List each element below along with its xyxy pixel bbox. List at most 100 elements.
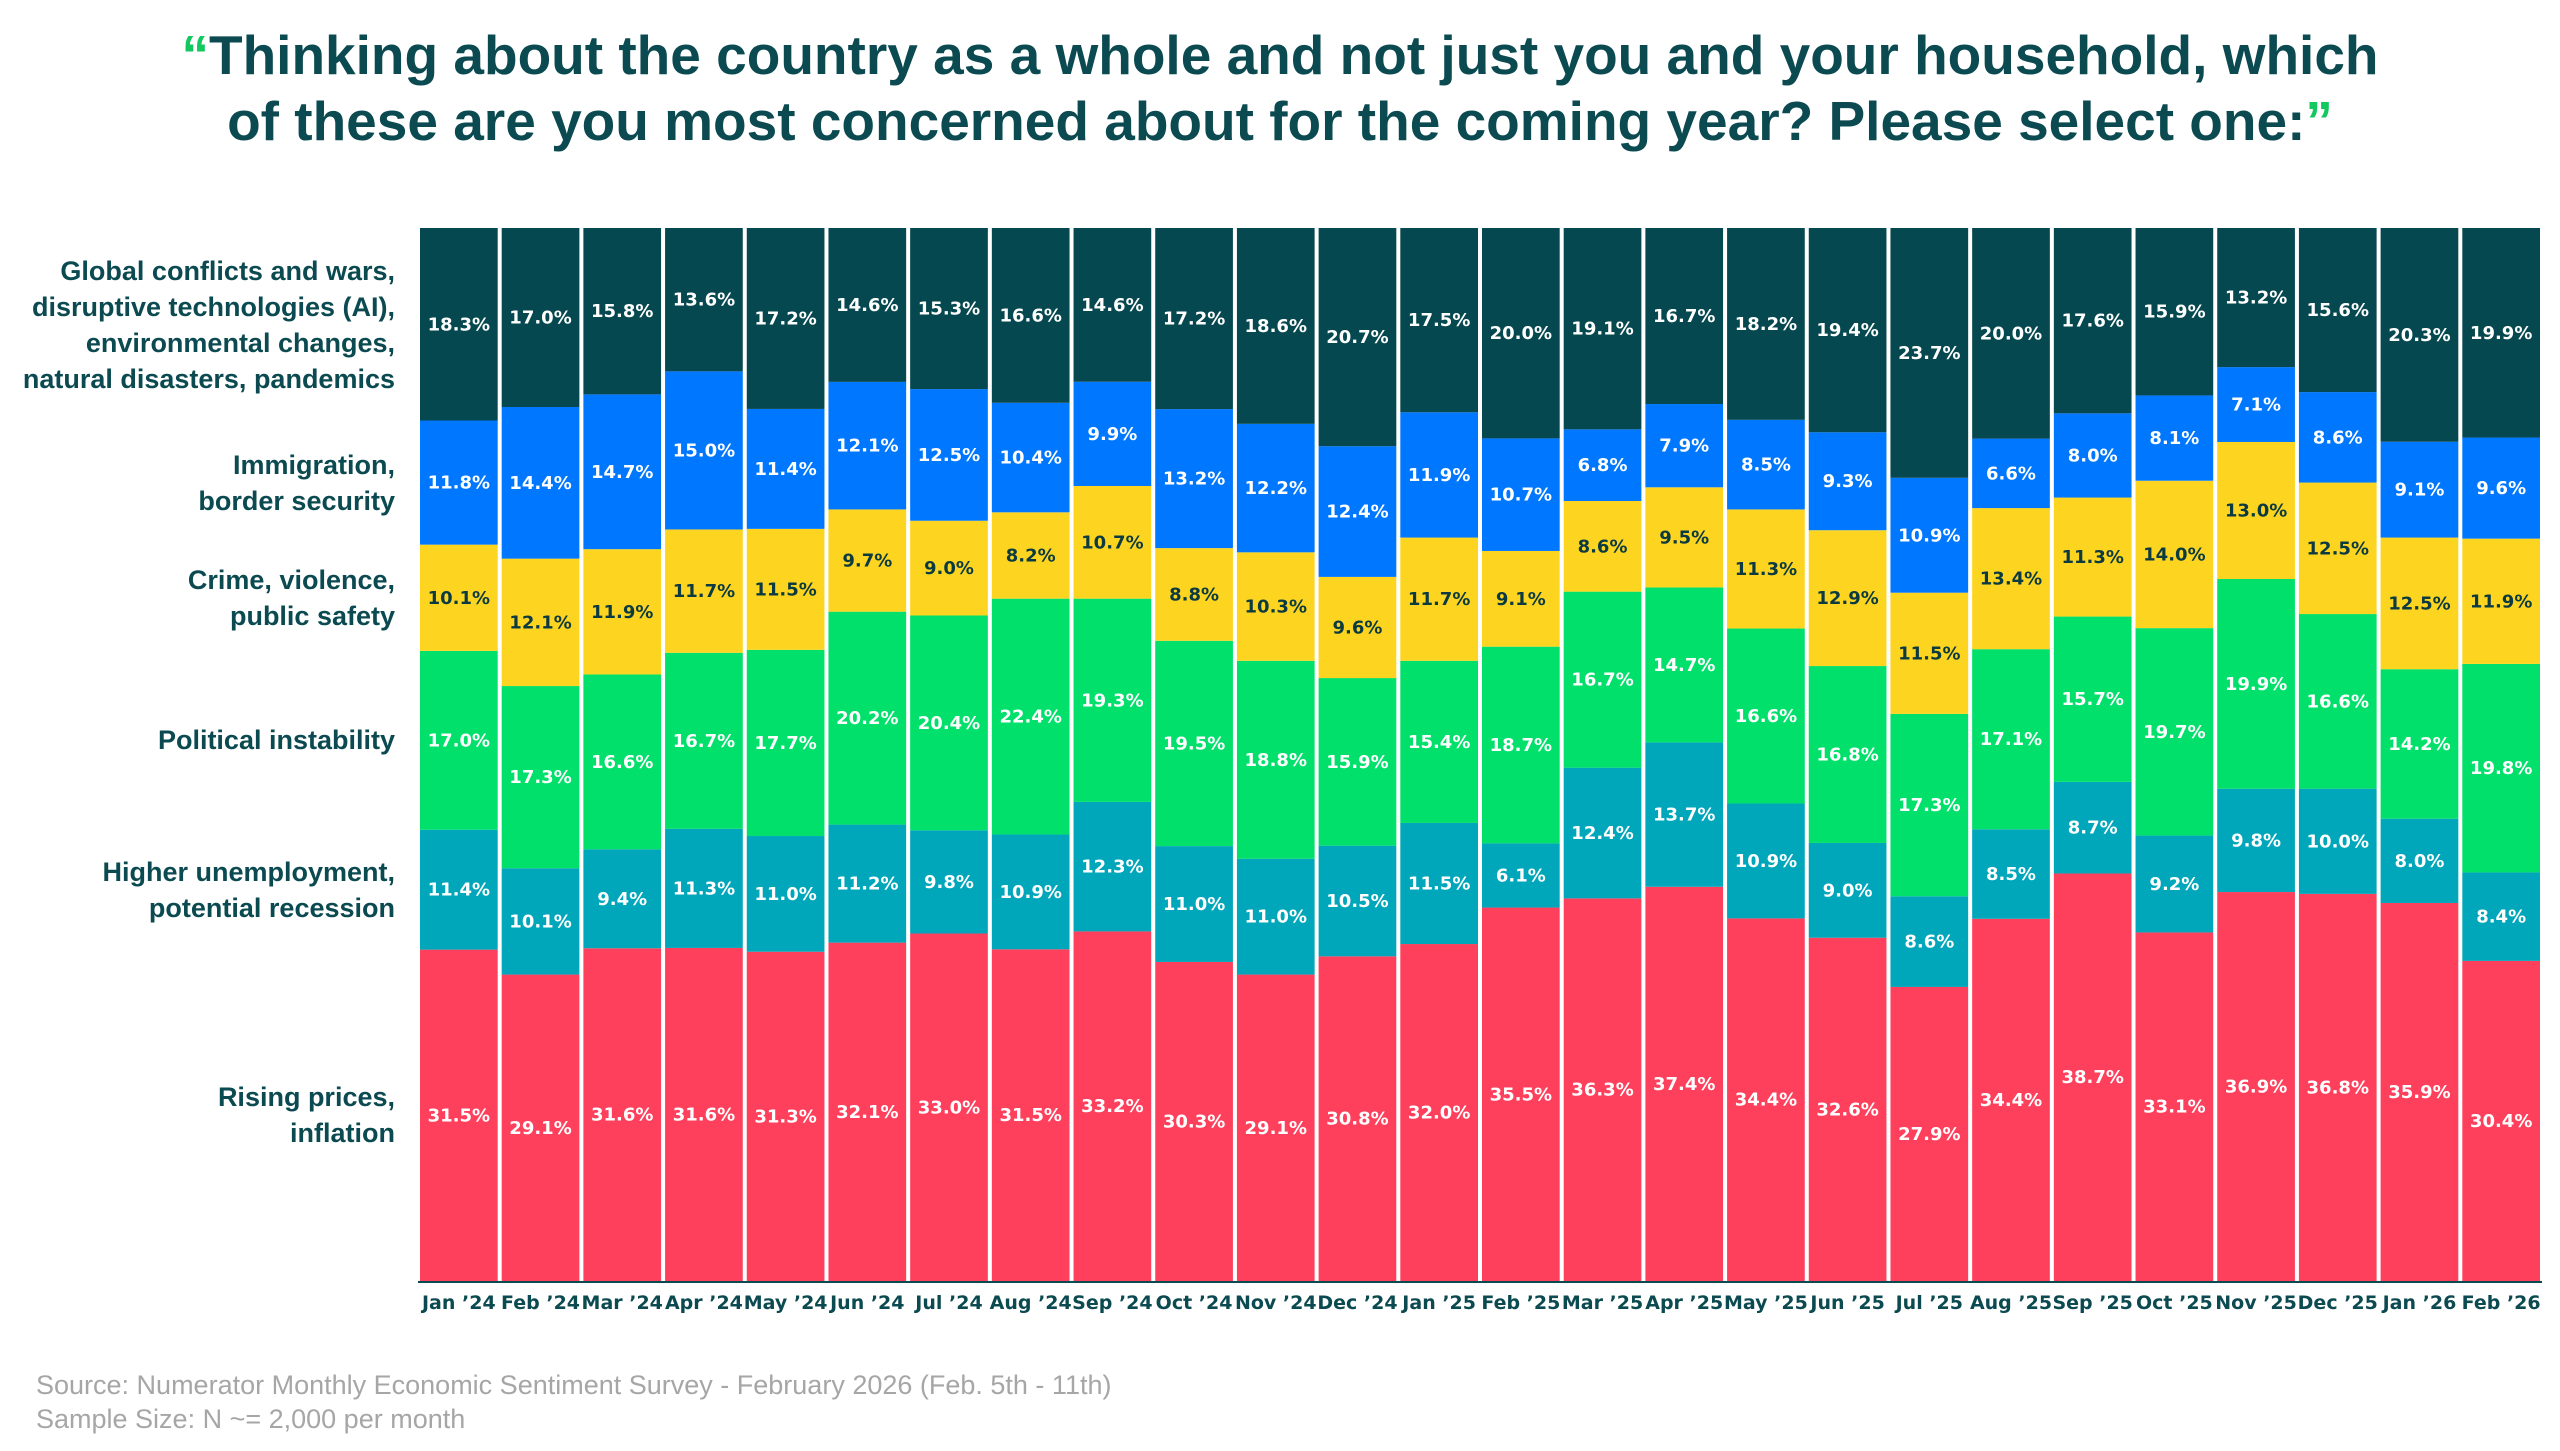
data-label: 16.7% [1653,306,1715,327]
bar-segment [1400,822,1478,945]
bar-segment [2053,228,2132,414]
bar-segment [991,949,1070,1281]
title-text-2: of these are you most concerned about fo… [227,90,2306,152]
bar-segment [665,828,743,948]
x-tick-label: Nov ’24 [1235,1292,1317,1314]
data-label: 16.6% [591,752,653,773]
bar-segment [583,228,662,395]
data-label: 37.4% [1653,1074,1715,1095]
data-label: 18.8% [1245,750,1307,771]
bar-segment [746,228,825,409]
data-label: 30.3% [1163,1111,1225,1132]
data-label: 31.6% [673,1104,735,1125]
category-label-line: Crime, violence, [187,565,395,595]
bar-segment [420,829,498,950]
data-label: 8.8% [1169,584,1219,605]
data-label: 15.7% [2061,689,2123,710]
data-label: 12.9% [1816,588,1878,609]
data-label: 11.5% [1408,873,1470,894]
bar-segment [2462,538,2540,664]
data-label: 33.2% [1081,1096,1143,1117]
data-label: 8.1% [2149,428,2199,449]
data-label: 9.1% [1496,589,1546,610]
data-label: 10.3% [1245,597,1307,618]
x-tick-label: May ’24 [744,1292,828,1314]
bar-segment [1645,404,1724,488]
data-label: 17.6% [2061,311,2123,332]
close-quote: ” [2305,90,2333,152]
data-label: 13.4% [1980,569,2042,590]
data-label: 10.1% [509,911,571,932]
bar-segment [910,830,988,934]
chart-title: “Thinking about the country as a whole a… [0,22,2560,154]
data-label: 9.0% [1823,880,1873,901]
data-label: 32.0% [1408,1103,1470,1124]
data-label: 12.5% [2307,538,2369,559]
bar-segment [1318,845,1397,957]
data-label: 9.8% [924,872,974,893]
data-label: 19.4% [1816,320,1878,341]
data-label: 13.2% [2225,288,2287,309]
data-label: 6.1% [1496,865,1546,886]
data-label: 30.4% [2470,1111,2532,1132]
bar-segment [2135,395,2214,481]
bar-segment [1727,419,1805,510]
x-tick-label: May ’25 [1724,1292,1808,1314]
bar-segment [2135,628,2214,836]
bar-segment [501,868,580,975]
data-label: 12.2% [1245,478,1307,499]
bar-segment [1645,587,1724,743]
bar-segment [2217,228,2295,368]
data-label: 16.7% [673,731,735,752]
data-label: 11.2% [836,874,898,895]
bar-segment [1155,640,1233,847]
x-tick-label: Jan ’26 [2381,1292,2457,1314]
category-label-line: Higher unemployment, [102,857,395,887]
bar-segment [420,228,498,421]
bar-segment [501,974,580,1281]
category-label-line: public safety [229,601,395,631]
data-label: 14.7% [1653,655,1715,676]
bar-segment [1318,228,1397,447]
data-label: 38.7% [2061,1067,2123,1088]
x-tick-label: Sep ’24 [1072,1292,1152,1314]
bar-segment [2462,663,2540,873]
bar-segment [1890,228,1969,478]
bar-segment [501,558,580,687]
bar-segment [2217,367,2295,442]
x-tick-label: Feb ’24 [501,1292,580,1314]
data-label: 10.7% [1081,532,1143,553]
data-label: 15.9% [1326,752,1388,773]
bar-segment [2380,228,2459,442]
bar-segment [1400,412,1478,538]
bar-segment [2053,616,2132,782]
data-label: 15.6% [2307,300,2369,321]
data-label: 14.2% [2388,734,2450,755]
data-label: 12.4% [1571,823,1633,844]
data-label: 16.6% [2307,691,2369,712]
data-label: 36.3% [1571,1080,1633,1101]
data-label: 19.8% [2470,758,2532,779]
data-label: 18.6% [1245,316,1307,337]
title-line-1: “Thinking about the country as a whole a… [0,22,2560,88]
data-label: 9.8% [2231,830,2281,851]
data-label: 11.3% [1735,559,1797,580]
data-label: 8.6% [1904,932,1954,953]
x-tick-label: Nov ’25 [2215,1292,2297,1314]
title-text-1: Thinking about the country as a whole an… [208,24,2379,86]
data-label: 11.7% [1408,589,1470,610]
bar-segment [1073,485,1152,599]
data-label: 33.1% [2143,1097,2205,1118]
bar-segment [828,228,907,382]
data-label: 9.1% [2395,480,2445,501]
data-label: 20.2% [836,708,898,729]
data-label: 19.5% [1163,733,1225,754]
category-label-line: environmental changes, [85,328,395,358]
data-label: 31.3% [754,1106,816,1127]
bar-segment [665,529,743,653]
data-label: 12.5% [918,445,980,466]
category-label: Immigration, border security [0,447,395,519]
bar-segment [501,407,580,559]
bar-segment [665,228,743,372]
